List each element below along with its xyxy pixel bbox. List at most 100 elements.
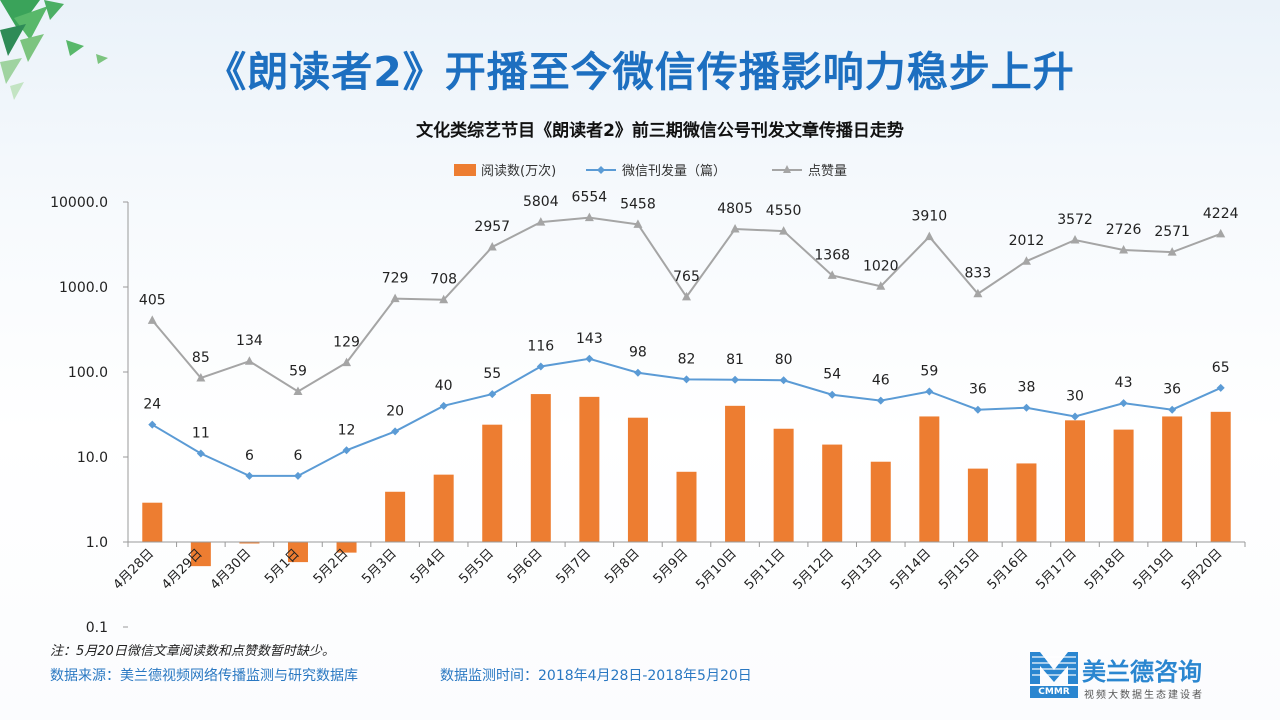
data-label: 24 (143, 397, 161, 413)
x-tick-label: 5月1日 (262, 546, 303, 587)
data-label: 65 (1212, 360, 1230, 376)
likes-point (633, 219, 643, 228)
likes-point (973, 288, 983, 298)
data-label: 2571 (1154, 224, 1190, 240)
x-axis: 4月28日 4月29日 4月30日 5月1日 5月2日 5月3日 5月4日 5月5日 5月6日 5… (111, 541, 1246, 593)
legend-likes-marker (783, 165, 791, 173)
data-label: 765 (673, 269, 700, 285)
x-tick-label: 4月30日 (208, 546, 255, 593)
bar (239, 542, 260, 544)
posts-point (536, 362, 545, 371)
data-label: 134 (236, 333, 263, 349)
data-label: 30 (1066, 388, 1084, 404)
x-tick-label: 5月6日 (505, 546, 546, 587)
likes-point (196, 372, 206, 382)
likes-point (244, 356, 254, 365)
bar (1210, 411, 1231, 542)
data-label: 2726 (1106, 222, 1142, 238)
bar (967, 468, 988, 542)
likes-point (682, 291, 691, 301)
x-tick-label: 5月10日 (693, 546, 740, 593)
likes-point (487, 241, 497, 251)
data-source: 数据来源：美兰德视频网络传播监测与研究数据库 (50, 668, 358, 684)
x-tick-label: 5月5日 (456, 546, 497, 587)
posts-point (925, 387, 934, 396)
bar (336, 542, 357, 553)
posts-point (973, 405, 982, 414)
data-label: 55 (483, 366, 501, 382)
likes-point (342, 357, 352, 367)
data-label: 46 (872, 373, 890, 389)
posts-point (439, 401, 448, 410)
data-label: 36 (969, 382, 987, 398)
data-label: 4550 (766, 203, 802, 219)
bar (1065, 420, 1086, 542)
data-label: 6 (245, 448, 254, 464)
legend-line-marker (597, 166, 605, 174)
x-tick-label: 5月2日 (311, 546, 352, 587)
likes-point (876, 281, 886, 290)
likes-point (147, 315, 157, 324)
posts-point (342, 446, 351, 455)
likes-point (1070, 235, 1080, 244)
data-label: 59 (289, 363, 307, 379)
posts-point (731, 375, 740, 384)
likes-point (779, 226, 789, 235)
bar (385, 491, 406, 542)
likes-point (1216, 228, 1226, 238)
legend: 阅读数(万次) 微信刊发量（篇） 点赞量 (454, 163, 847, 179)
footnote: 注：5月20日微信文章阅读数和点赞数暂时缺少。 (50, 644, 335, 659)
data-label: 708 (430, 272, 457, 288)
y-tick-label: 10.0 (77, 450, 108, 466)
y-tick-label: 1000.0 (59, 280, 108, 296)
slide-title: 《朗读者2》开播至今微信传播影响力稳步上升 (205, 48, 1075, 96)
legend-likes-label: 点赞量 (808, 164, 847, 179)
x-tick-label: 5月13日 (839, 546, 886, 593)
posts-point (1022, 403, 1031, 412)
x-tick-label: 5月18日 (1082, 546, 1129, 593)
y-tick-label: 10000.0 (50, 195, 108, 211)
x-tick-label: 5月15日 (936, 546, 983, 593)
logo-abbr: CMMR (1030, 686, 1078, 698)
data-label: 1020 (863, 258, 899, 274)
data-label: 3910 (912, 209, 948, 225)
y-tick-label: 1.0 (86, 535, 108, 551)
likes-point (1167, 247, 1177, 256)
bar (676, 471, 697, 542)
bar (142, 502, 163, 542)
y-tick-label: 100.0 (68, 365, 108, 381)
likes-point (730, 224, 740, 233)
data-label: 36 (1163, 382, 1181, 398)
data-label: 80 (775, 352, 793, 368)
leaf-decoration (0, 0, 108, 100)
company-logo: CMMR 美兰德咨询 视频大数据生态建设者 (1030, 652, 1250, 702)
bar (433, 474, 454, 542)
likes-point (1021, 256, 1031, 265)
data-label: 20 (386, 403, 404, 419)
likes-point (439, 294, 449, 304)
posts-point (391, 427, 400, 436)
posts-point (682, 375, 691, 384)
x-tick-label: 5月3日 (359, 546, 400, 587)
data-label: 6554 (572, 190, 608, 206)
bar (822, 444, 843, 542)
legend-line-label: 微信刊发量（篇） (622, 163, 726, 179)
posts-point (1071, 412, 1080, 421)
legend-bar-label: 阅读数(万次) (481, 163, 556, 179)
posts-point (633, 368, 642, 377)
x-tick-label: 5月19日 (1130, 546, 1177, 593)
posts-point (1168, 405, 1177, 414)
bar (725, 405, 746, 542)
data-label: 1368 (814, 247, 850, 263)
bar (1016, 463, 1037, 542)
x-tick-label: 5月12日 (790, 546, 837, 593)
posts-point (488, 390, 497, 399)
data-label: 4224 (1203, 206, 1239, 222)
bar (870, 461, 891, 542)
bar (579, 396, 600, 542)
chart-title: 文化类综艺节目《朗读者2》前三期微信公号刊发文章传播日走势 (416, 120, 904, 141)
logo-tagline: 视频大数据生态建设者 (1084, 690, 1204, 701)
data-label: 3572 (1057, 212, 1093, 228)
likes-point (390, 293, 400, 303)
